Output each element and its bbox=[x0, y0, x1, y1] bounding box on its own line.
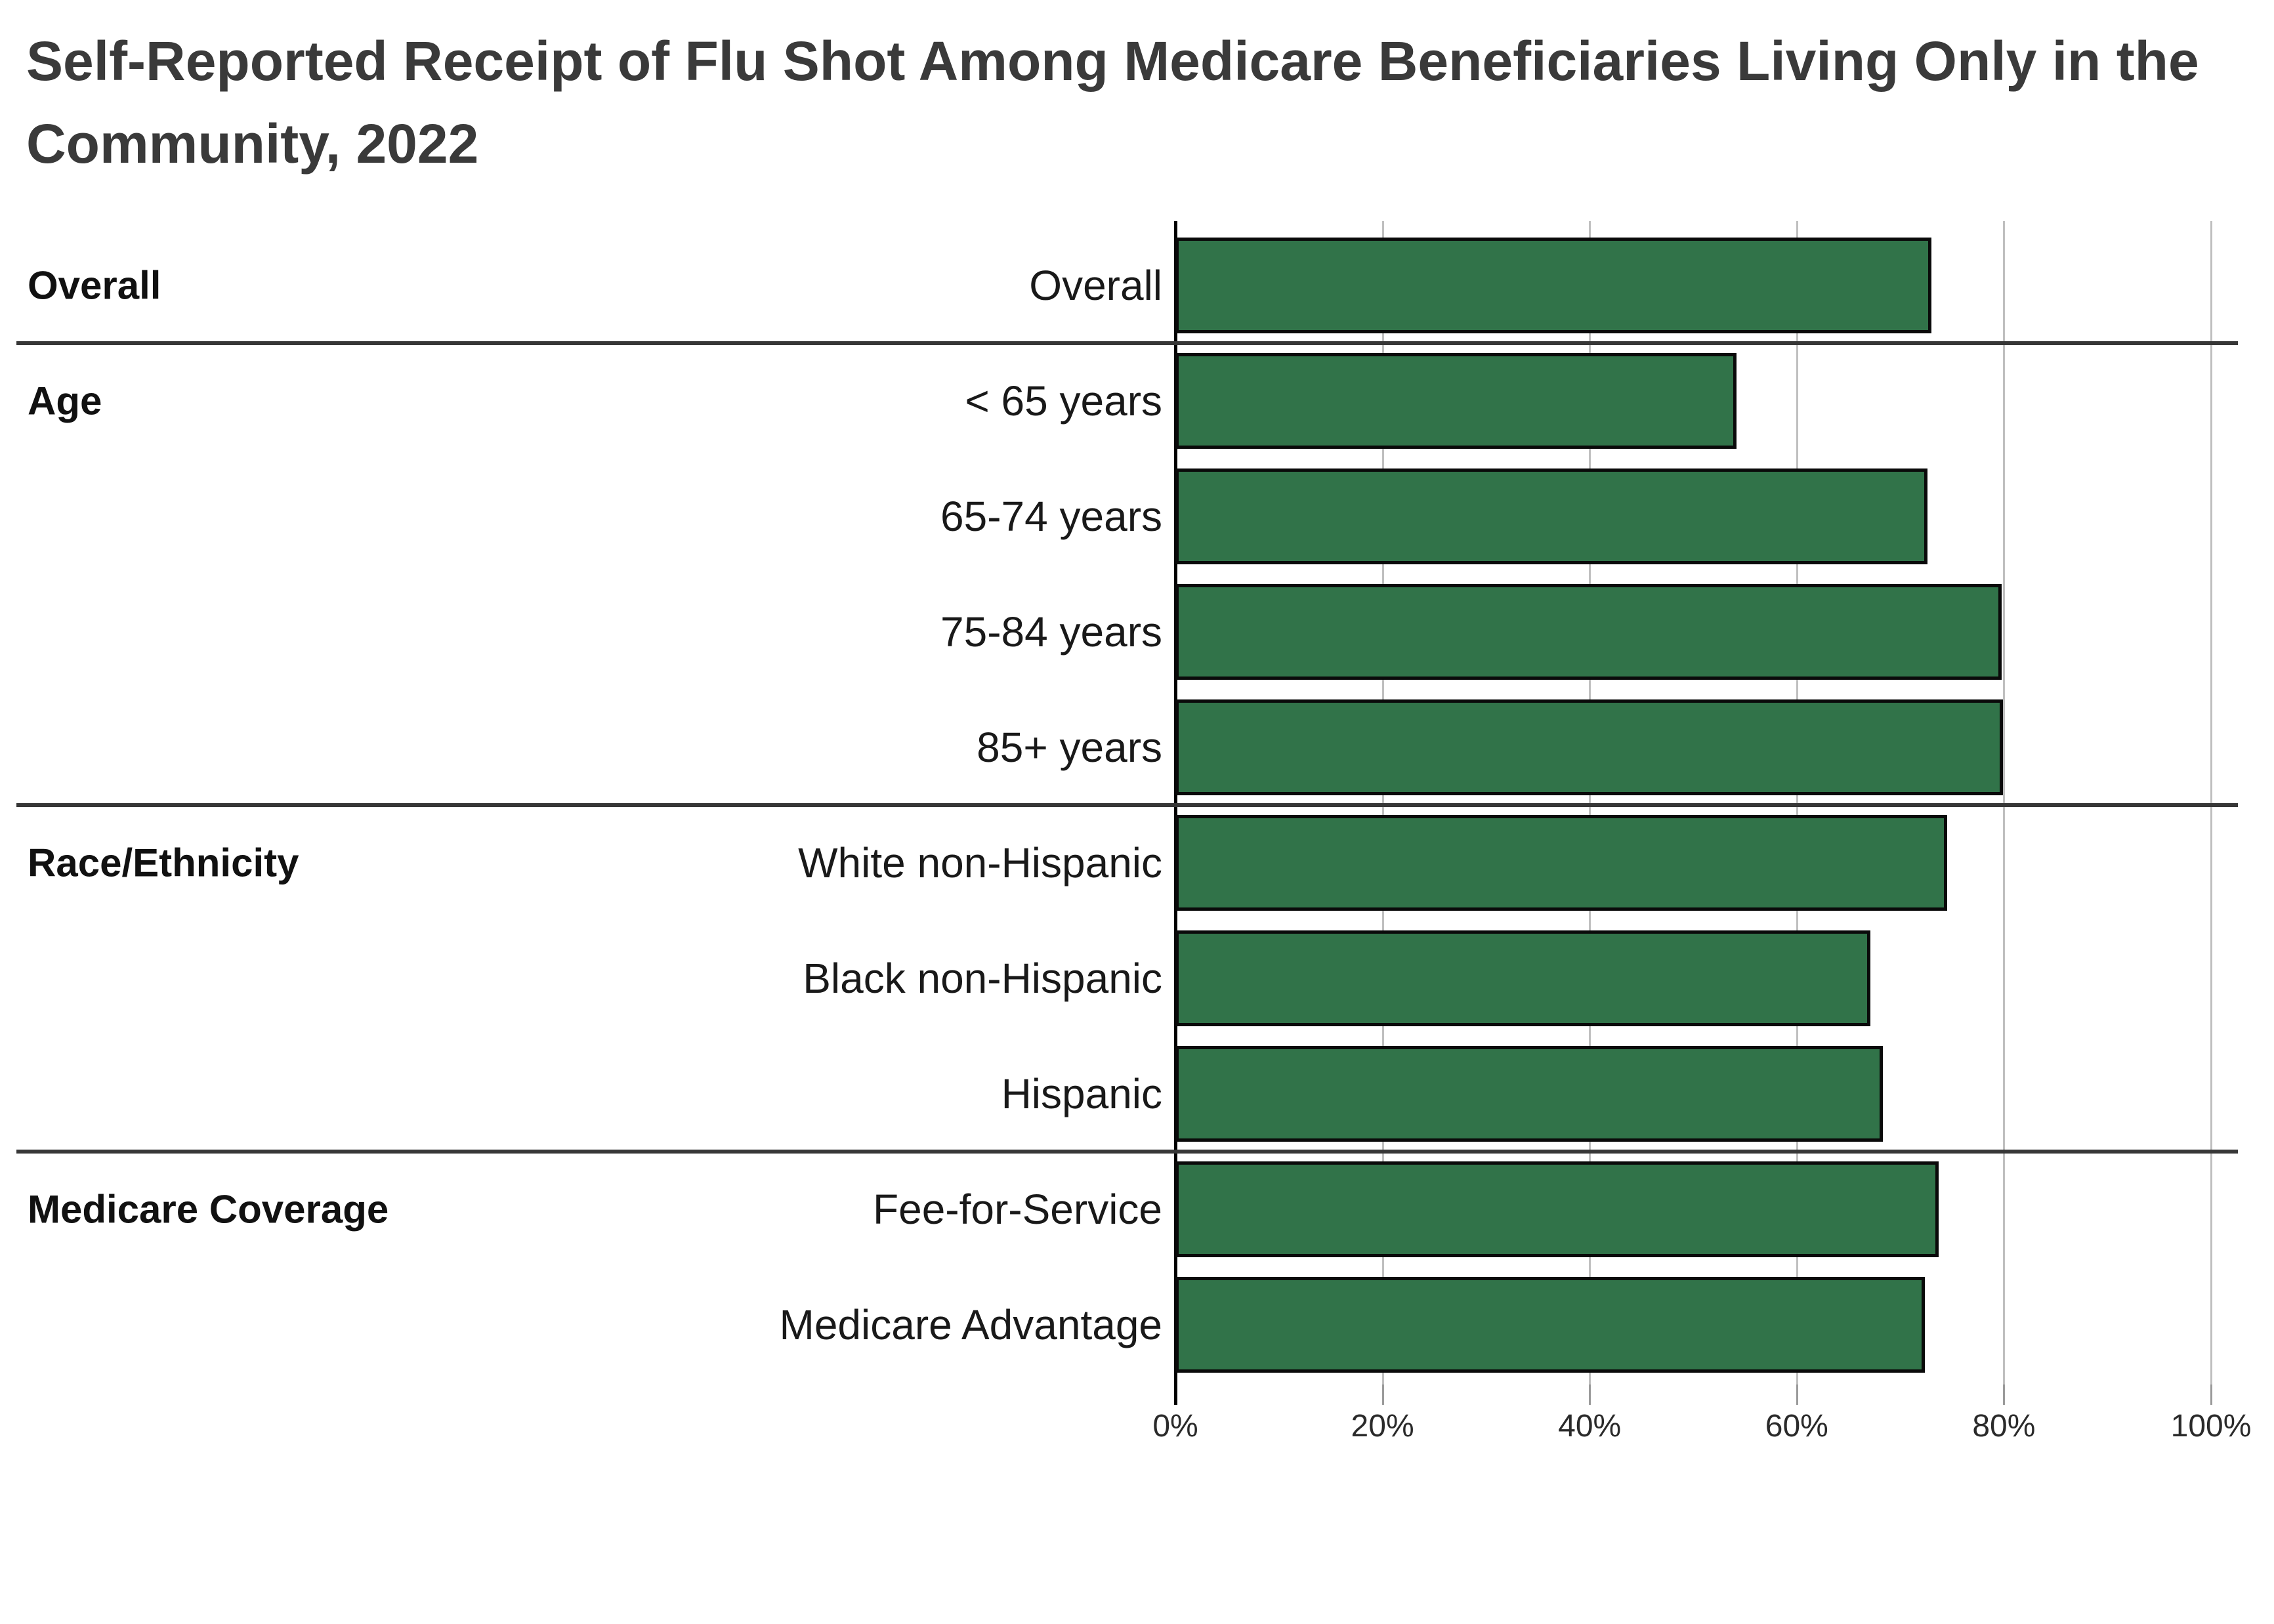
chart-row: 75-84 years bbox=[0, 574, 2274, 690]
row-label: 65-74 years bbox=[940, 493, 1162, 540]
chart-row: Race/Ethnicity White non-Hispanic bbox=[0, 805, 2274, 921]
x-tick-label-40pct: 40% bbox=[1558, 1409, 1622, 1444]
group-label: Medicare Coverage bbox=[28, 1187, 389, 1232]
x-tick-mark-60pct bbox=[1796, 1385, 1798, 1405]
row-label: Hispanic bbox=[1001, 1070, 1162, 1117]
chart-title: Self-Reported Receipt of Flu Shot Among … bbox=[26, 20, 2199, 185]
row-label: 75-84 years bbox=[940, 608, 1162, 656]
group-label: Race/Ethnicity bbox=[28, 841, 299, 885]
x-tick-label-20pct: 20% bbox=[1351, 1409, 1414, 1444]
gridline-20pct bbox=[1381, 221, 1384, 1385]
group-label: Age bbox=[28, 379, 102, 423]
x-tick-label-60pct: 60% bbox=[1765, 1409, 1828, 1444]
y-axis-line bbox=[1174, 221, 1177, 1385]
group-separator bbox=[16, 1150, 2238, 1154]
row-label: Black non-Hispanic bbox=[803, 955, 1162, 1002]
x-tick-label-80pct: 80% bbox=[1972, 1409, 2036, 1444]
bar bbox=[1175, 1277, 1925, 1373]
chart-row: 65-74 years bbox=[0, 459, 2274, 574]
x-tick-label-0pct: 0% bbox=[1152, 1409, 1198, 1444]
gridline-40pct bbox=[1589, 221, 1591, 1385]
row-label: Overall bbox=[1029, 262, 1162, 309]
row-label: Fee-for-Service bbox=[873, 1186, 1162, 1233]
x-tick-mark-20pct bbox=[1381, 1385, 1384, 1405]
chart-title-line-2: Community, 2022 bbox=[26, 113, 479, 175]
row-label: 85+ years bbox=[977, 724, 1162, 771]
bar bbox=[1175, 468, 1927, 564]
bar bbox=[1175, 930, 1870, 1026]
x-tick-mark-80pct bbox=[2003, 1385, 2006, 1405]
bar bbox=[1175, 699, 2003, 795]
bar bbox=[1175, 815, 1947, 911]
gridline-80pct bbox=[2003, 221, 2006, 1385]
bar bbox=[1175, 238, 1931, 333]
x-tick-mark-40pct bbox=[1589, 1385, 1591, 1405]
chart-row: Overall Overall bbox=[0, 228, 2274, 343]
row-label: Medicare Advantage bbox=[779, 1301, 1163, 1348]
flu-shot-bar-chart: Overall Overall Age < 65 years 65-74 years 75… bbox=[0, 221, 2274, 1444]
chart-row: Medicare Advantage bbox=[0, 1267, 2274, 1383]
bar bbox=[1175, 353, 1737, 449]
gridline-100pct bbox=[2210, 221, 2212, 1385]
chart-row: Medicare Coverage Fee-for-Service bbox=[0, 1152, 2274, 1267]
chart-title-line-1: Self-Reported Receipt of Flu Shot Among … bbox=[26, 30, 2199, 92]
bar bbox=[1175, 1161, 1939, 1257]
group-separator bbox=[16, 803, 2238, 807]
bar bbox=[1175, 1046, 1883, 1142]
x-tick-mark-0pct bbox=[1174, 1385, 1177, 1405]
chart-row: Black non-Hispanic bbox=[0, 921, 2274, 1036]
group-separator bbox=[16, 341, 2238, 345]
gridline-60pct bbox=[1796, 221, 1798, 1385]
chart-row: Age < 65 years bbox=[0, 343, 2274, 459]
row-label: < 65 years bbox=[965, 377, 1162, 425]
chart-row: 85+ years bbox=[0, 690, 2274, 805]
x-tick-mark-100pct bbox=[2210, 1385, 2212, 1405]
row-label: White non-Hispanic bbox=[798, 839, 1162, 886]
x-tick-label-100pct: 100% bbox=[2170, 1409, 2252, 1444]
bar bbox=[1175, 584, 2002, 680]
chart-row: Hispanic bbox=[0, 1036, 2274, 1152]
group-label: Overall bbox=[28, 263, 161, 308]
